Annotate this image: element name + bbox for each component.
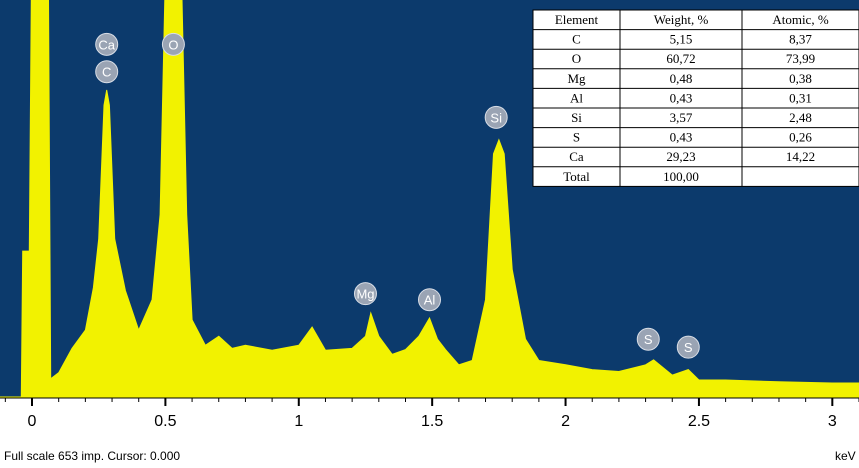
footer: Full scale 653 imp. Cursor: 0.000 [4, 449, 180, 463]
table-cell: 2,48 [789, 110, 812, 125]
peak-marker [418, 288, 441, 312]
x-tick-label: 0 [28, 413, 37, 430]
table-cell: 60,72 [666, 51, 695, 66]
x-tick-label: 1.5 [421, 413, 443, 430]
table-cell: 14,22 [786, 149, 815, 164]
table-cell: 100,00 [663, 169, 699, 184]
table-cell: 0,43 [670, 130, 693, 145]
x-tick-label: 2 [561, 413, 570, 430]
table-cell: Element [555, 12, 599, 27]
table-cell: 5,15 [670, 32, 693, 47]
table-cell: 29,23 [666, 149, 695, 164]
table-cell: Weight, % [654, 12, 709, 27]
x-axis-label: keV [835, 449, 856, 463]
peak-label: Si [490, 110, 502, 125]
table-cell: Ca [569, 149, 584, 164]
table-cell: S [573, 130, 580, 145]
table-cell: C [572, 32, 581, 47]
table-cell: 8,37 [789, 32, 812, 47]
peak-marker [484, 105, 508, 129]
peak-marker [161, 32, 185, 56]
table-cell: Al [570, 90, 583, 105]
table-cell: 0,31 [789, 90, 812, 105]
table-cell: 0,26 [789, 130, 812, 145]
peak-marker [636, 327, 660, 351]
peak-marker [676, 335, 700, 359]
table-cell: Mg [567, 71, 586, 86]
peak-label: C [102, 65, 111, 80]
table-cell: 0,38 [789, 71, 812, 86]
table-cell: 73,99 [786, 51, 815, 66]
x-tick-label: 2.5 [688, 413, 710, 430]
x-tick-label: 0.5 [154, 413, 176, 430]
peak-marker [95, 32, 119, 56]
peak-label: O [168, 37, 178, 52]
peak-label: Al [424, 293, 436, 308]
spectrum [0, 0, 859, 398]
table-cell: Total [563, 169, 590, 184]
table-cell: 0,43 [670, 90, 693, 105]
table-cell: Atomic, % [772, 12, 828, 27]
table-cell: 3,57 [670, 110, 693, 125]
table-cell: O [572, 51, 581, 66]
peak-label: Mg [356, 287, 374, 302]
peak-label: S [684, 340, 693, 355]
peak-marker [95, 60, 119, 84]
x-tick-label: 3 [828, 413, 837, 430]
table-cell: Si [571, 110, 582, 125]
table-cell: 0,48 [670, 71, 693, 86]
peak-label: Ca [98, 37, 115, 52]
x-tick-label: 1 [294, 413, 303, 430]
peak-marker [353, 282, 377, 306]
table-background [532, 9, 859, 187]
peak-label: S [644, 332, 653, 347]
